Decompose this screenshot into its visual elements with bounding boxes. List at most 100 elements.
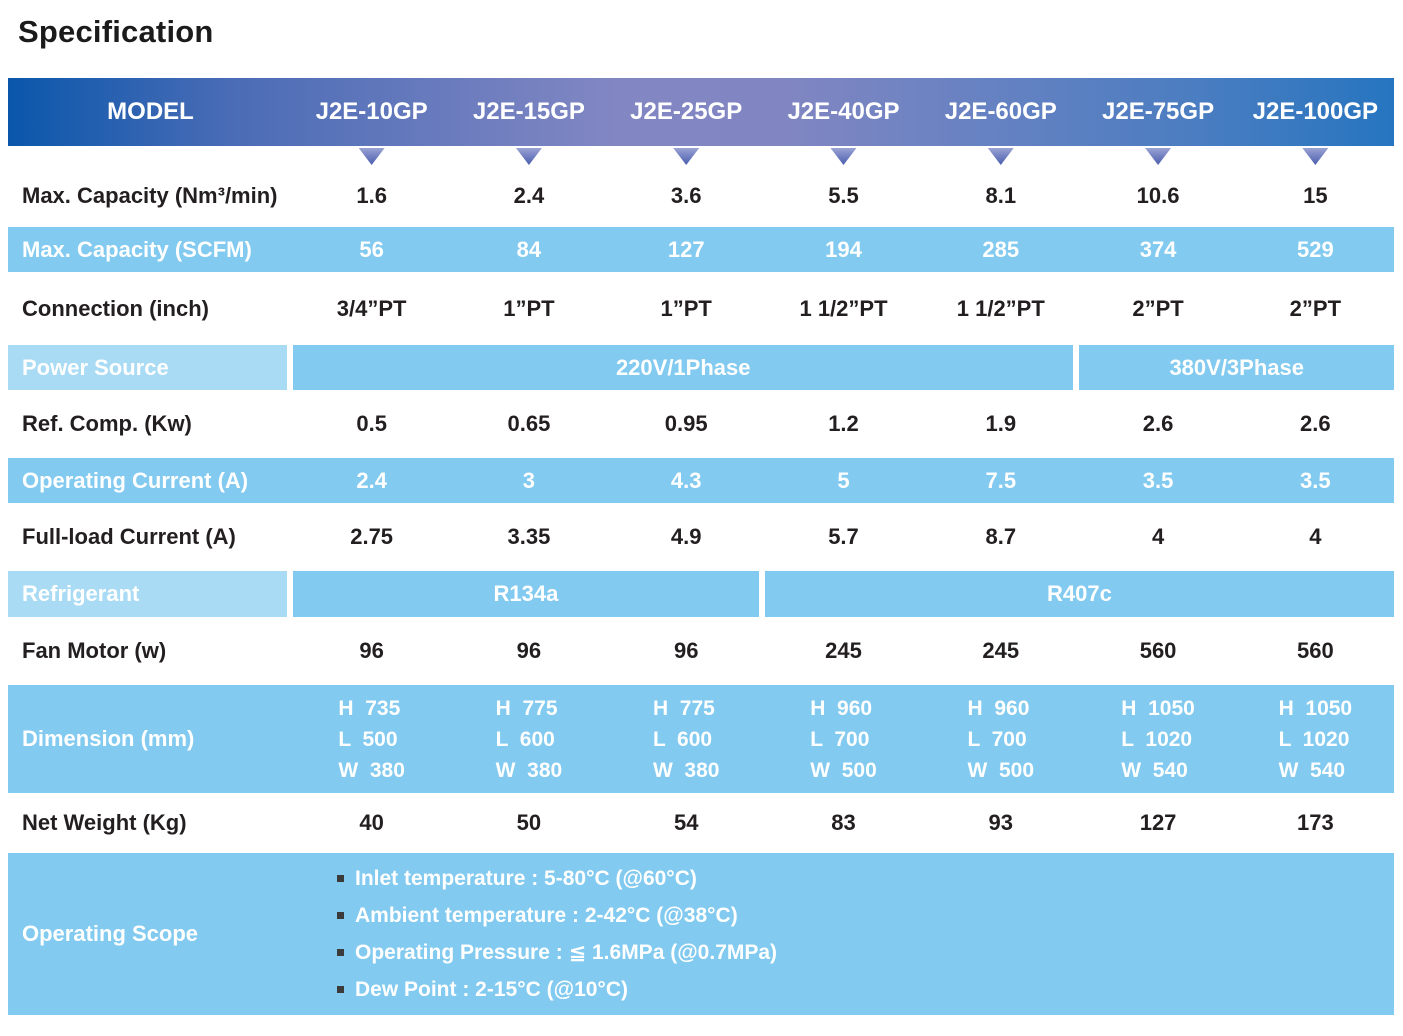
model-column-header: J2E-40GP	[787, 98, 900, 125]
cell-value: 245	[825, 638, 862, 663]
row-operating-scope: Operating Scope Inlet temperature : 5-80…	[8, 853, 1394, 1015]
cell-value: 8.1	[985, 183, 1017, 208]
power-source-span-380v: 380V/3Phase	[1079, 345, 1394, 390]
cell-value: 4.9	[670, 524, 702, 549]
row-label: Max. Capacity (Nm³/min)	[22, 183, 278, 208]
dimension-value: H 775 L 600 W 380	[652, 696, 720, 782]
scope-item-text: Dew Point : 2-15°C (@10°C)	[355, 978, 628, 1001]
power-source-span-220v: 220V/1Phase	[293, 345, 1074, 390]
table-cell: 5.5	[765, 146, 922, 227]
cell-value: 127	[1139, 810, 1177, 835]
cell-value: 56	[359, 236, 384, 262]
row-max-capacity-nm3: Max. Capacity (Nm³/min) 1.6 2.4 3.6 5.5 …	[8, 146, 1394, 227]
cell-value: 2.6	[1300, 411, 1331, 436]
bullet-square-icon	[337, 875, 344, 882]
model-column-header: J2E-60GP	[944, 98, 1057, 125]
cell-value: 96	[516, 638, 542, 663]
cell-value: 127	[667, 236, 705, 262]
table-cell: 2.4	[450, 146, 607, 227]
cell-value: 2.6	[1142, 411, 1174, 436]
table-cell: 3.6	[608, 146, 765, 227]
table-cell: 8.1	[922, 146, 1079, 227]
cell-value: 3.5	[1300, 467, 1331, 493]
cell-value: 54	[673, 810, 699, 835]
cell-value: 5.7	[828, 524, 859, 549]
row-label: Operating Scope	[22, 921, 199, 946]
scope-item-text: Operating Pressure : ≦ 1.6MPa (@0.7MPa)	[355, 941, 778, 964]
cell-value: 1”PT	[503, 295, 555, 321]
refrigerant-span-r407c: R407c	[764, 571, 1394, 617]
cell-value: 4	[1309, 524, 1322, 549]
cell-value: 1.2	[828, 411, 859, 436]
cell-value: 194	[825, 236, 862, 262]
dimension-value: H 960 L 700 W 500	[967, 696, 1035, 782]
list-item: Dew Point : 2-15°C (@10°C)	[337, 971, 1394, 1008]
cell-value: 2”PT	[1289, 295, 1342, 321]
cell-value: 2”PT	[1132, 295, 1184, 321]
page-title: Specification	[18, 14, 214, 49]
triangle-pointer-icon	[1302, 148, 1329, 165]
table-cell: H 960 L 700 W 500	[922, 693, 1079, 786]
list-item: Operating Pressure : ≦ 1.6MPa (@0.7MPa)	[337, 934, 1394, 971]
refrigerant-span-r134a: R134a	[293, 571, 759, 617]
model-header-label: MODEL	[107, 98, 194, 125]
dimension-value: H 1050 L 1020 W 540	[1278, 696, 1353, 782]
cell-value: 3/4”PT	[336, 295, 407, 321]
row-label: Dimension (mm)	[22, 726, 195, 751]
table-cell: 1.6	[293, 146, 450, 227]
header-row: MODEL J2E-10GP J2E-15GP J2E-25GP J2E-40G…	[8, 78, 1394, 146]
triangle-pointer-icon	[987, 148, 1014, 165]
cell-value: 15	[1303, 183, 1328, 208]
row-label: Max. Capacity (SCFM)	[22, 236, 252, 262]
cell-value: 96	[359, 638, 384, 663]
model-column-header: J2E-15GP	[472, 98, 585, 125]
cell-value: 3.35	[507, 524, 551, 549]
specification-table: MODEL J2E-10GP J2E-15GP J2E-25GP J2E-40G…	[8, 78, 1394, 1015]
cell-value: 374	[1139, 236, 1177, 262]
cell-value: 1.9	[985, 411, 1017, 436]
cell-value: 4	[1151, 524, 1165, 549]
cell-value: 1 1/2”PT	[956, 295, 1045, 321]
row-power-source: Power Source 220V/1Phase 380V/3Phase	[8, 345, 1394, 390]
triangle-pointer-icon	[673, 148, 700, 165]
cell-value: 560	[1139, 638, 1177, 663]
table-cell: H 1050 L 1020 W 540	[1237, 693, 1394, 786]
row-fan-motor: Fan Motor (w) 96 96 96 245 245 560 560	[8, 617, 1394, 685]
row-net-weight: Net Weight (Kg) 40 50 54 83 93 127 173	[8, 793, 1394, 853]
cell-value: 245	[982, 638, 1020, 663]
cell-value: 5.5	[828, 183, 859, 208]
cell-value: 560	[1296, 638, 1334, 663]
row-label: Fan Motor (w)	[22, 638, 167, 663]
scope-item-text: Ambient temperature : 2-42°C (@38°C)	[355, 904, 738, 927]
row-label: Refrigerant	[8, 571, 287, 617]
bullet-square-icon	[337, 912, 344, 919]
row-label: Ref. Comp. (Kw)	[22, 411, 192, 436]
cell-value: 93	[988, 810, 1014, 835]
row-label: Power Source	[8, 345, 287, 390]
cell-value: 173	[1296, 810, 1334, 835]
cell-value: 84	[516, 236, 542, 262]
table-cell: H 960 L 700 W 500	[765, 693, 922, 786]
model-column-header: J2E-75GP	[1102, 98, 1215, 125]
cell-value: 83	[831, 810, 856, 835]
model-column-header: J2E-10GP	[315, 98, 428, 125]
row-label: Operating Current (A)	[22, 467, 249, 493]
cell-value: 1”PT	[660, 295, 712, 321]
cell-value: 2.4	[356, 467, 387, 493]
cell-value: 3.5	[1142, 467, 1174, 493]
list-item: Ambient temperature : 2-42°C (@38°C)	[337, 897, 1394, 934]
dimension-value: H 1050 L 1020 W 540	[1121, 696, 1195, 782]
model-column-header: J2E-100GP	[1252, 98, 1379, 125]
dimension-value: H 775 L 600 W 380	[495, 696, 563, 782]
cell-value: 5	[837, 467, 850, 493]
table-cell: 15	[1237, 146, 1394, 227]
bullet-square-icon	[337, 949, 344, 956]
list-item: Inlet temperature : 5-80°C (@60°C)	[337, 860, 1394, 897]
cell-value: 10.6	[1136, 183, 1180, 208]
triangle-pointer-icon	[515, 148, 542, 165]
cell-value: 2.4	[513, 183, 545, 208]
row-label: Full-load Current (A)	[22, 524, 236, 549]
table-cell: H 1050 L 1020 W 540	[1079, 693, 1236, 786]
row-ref-comp: Ref. Comp. (Kw) 0.5 0.65 0.95 1.2 1.9 2.…	[8, 390, 1394, 458]
row-label: Connection (inch)	[22, 295, 209, 321]
